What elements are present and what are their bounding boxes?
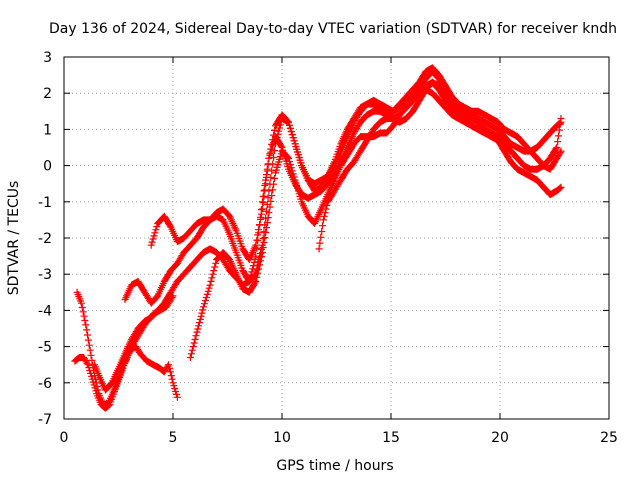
data-points — [71, 64, 565, 412]
x-tick-label: 25 — [600, 430, 618, 446]
y-tick-label: -1 — [38, 195, 52, 211]
y-tick-label: 1 — [43, 122, 52, 138]
grid-lines — [64, 57, 609, 419]
y-tick-labels: -7 -6 -5 -4 -3 -2 -1 0 1 2 3 — [38, 50, 52, 428]
series-7 — [315, 78, 521, 253]
y-tick-label: -6 — [38, 376, 52, 392]
x-tick-label: 20 — [491, 430, 509, 446]
series-markers — [91, 78, 565, 394]
x-tick-labels: 0 5 10 15 20 25 — [60, 430, 618, 446]
x-tick-label: 10 — [273, 430, 291, 446]
axis-ticks — [63, 56, 610, 420]
series-markers — [315, 78, 521, 253]
y-tick-label: 2 — [43, 86, 52, 102]
y-tick-label: -3 — [38, 267, 52, 283]
x-tick-label: 5 — [169, 430, 178, 446]
y-tick-label: -7 — [38, 412, 52, 428]
y-axis-label: SDTVAR / TECUs — [6, 181, 22, 296]
series-5 — [147, 64, 565, 264]
x-tick-label: 0 — [60, 430, 69, 446]
y-tick-label: -2 — [38, 231, 52, 247]
x-tick-label: 15 — [382, 430, 400, 446]
y-tick-label: -5 — [38, 340, 52, 356]
y-tick-label: -4 — [38, 303, 52, 319]
series-3 — [91, 78, 565, 394]
y-tick-label: 3 — [43, 50, 52, 66]
x-axis-label: GPS time / hours — [276, 458, 393, 474]
chart-title: Day 136 of 2024, Sidereal Day-to-day VTE… — [49, 21, 617, 37]
series-markers — [147, 64, 565, 264]
y-tick-label: 0 — [43, 159, 52, 175]
